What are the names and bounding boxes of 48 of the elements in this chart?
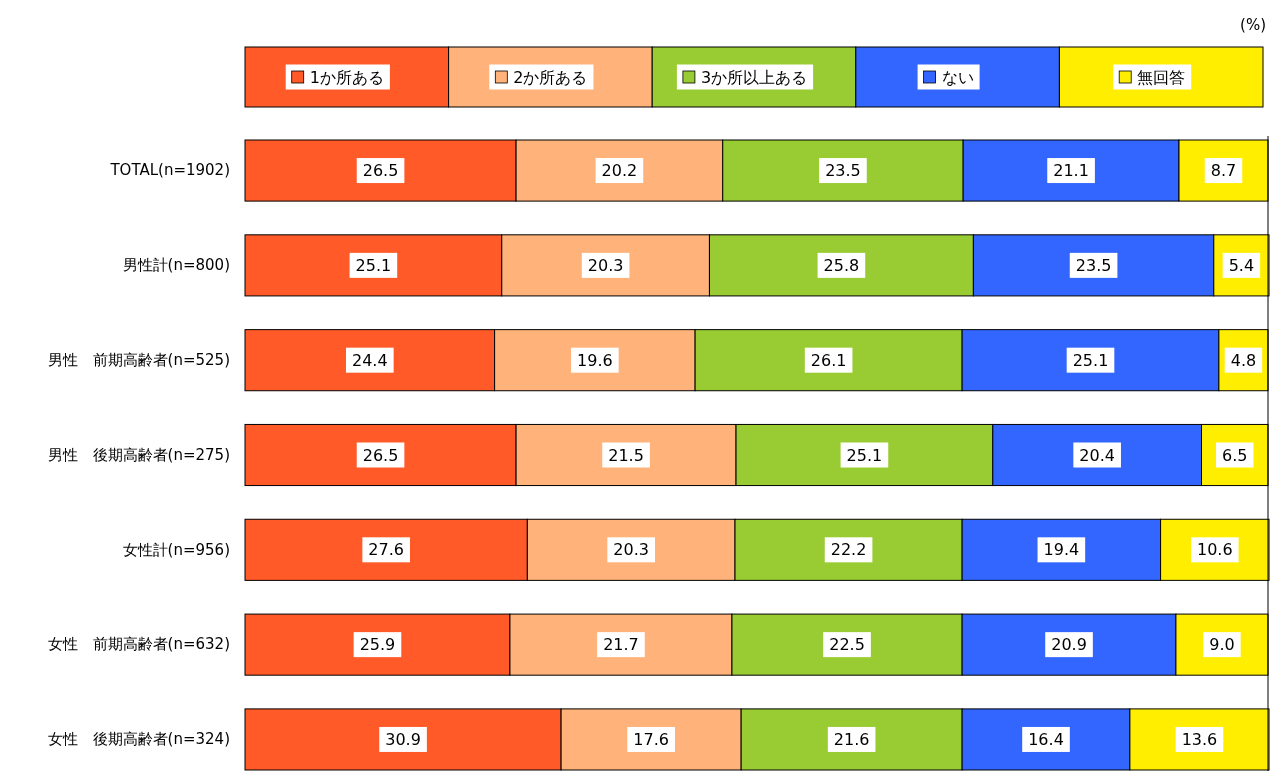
y-tick-label: 女性 後期高齢者(n=324)	[47, 730, 230, 749]
legend-label: ない	[941, 67, 974, 87]
data-label: 26.5	[362, 161, 399, 181]
data-label: 17.6	[633, 729, 669, 749]
data-label: 21.1	[1053, 161, 1089, 181]
y-tick-label: 男性 前期高齢者(n=525)	[47, 350, 230, 369]
data-label: 22.2	[830, 540, 867, 560]
data-label: 30.9	[385, 729, 421, 749]
data-label: 23.5	[1075, 255, 1112, 275]
data-label: 25.9	[359, 635, 396, 655]
data-label: 19.6	[577, 350, 613, 370]
text: (%)	[1240, 16, 1266, 34]
data-label: 21.7	[603, 635, 639, 655]
y-tick-label: 男性 後期高齢者(n=275)	[47, 445, 230, 464]
legend-label: 3か所以上ある	[700, 67, 808, 87]
y-tick-label: 女性 前期高齢者(n=632)	[47, 635, 230, 654]
data-label: 26.1	[810, 350, 847, 370]
legend-label: 無回答	[1137, 67, 1186, 87]
data-label: 20.3	[613, 540, 649, 560]
data-label: 20.2	[601, 161, 638, 181]
legend-label: 2か所ある	[513, 67, 588, 87]
y-tick-label: 男性計(n=800)	[122, 256, 230, 275]
data-label: 25.1	[846, 445, 883, 465]
data-label: 10.6	[1196, 540, 1233, 560]
data-label: 4.8	[1230, 350, 1257, 370]
y-tick-label: 女性計(n=956)	[122, 540, 230, 559]
data-label: 20.4	[1079, 445, 1115, 465]
data-label: 24.4	[351, 350, 388, 370]
data-label: 26.5	[362, 445, 399, 465]
data-label: 27.6	[368, 540, 404, 560]
data-label: 16.4	[1028, 729, 1064, 749]
data-label: 6.5	[1222, 445, 1248, 465]
data-label: 20.9	[1051, 635, 1087, 655]
data-label: 20.3	[587, 255, 624, 275]
data-label: 19.4	[1043, 540, 1080, 560]
data-label: 8.7	[1210, 161, 1237, 181]
data-label: 21.5	[608, 445, 644, 465]
data-label: 25.8	[823, 255, 860, 275]
data-label: 25.1	[355, 255, 392, 275]
data-label: 25.1	[1072, 350, 1109, 370]
data-label: 13.6	[1181, 729, 1218, 749]
data-label: 9.0	[1209, 635, 1235, 655]
data-label: 5.4	[1228, 255, 1255, 275]
data-label: 22.5	[829, 635, 865, 655]
data-label: 23.5	[825, 161, 861, 181]
y-tick-label: TOTAL(n=1902)	[109, 161, 230, 180]
data-label: 21.6	[833, 729, 870, 749]
legend-label: 1か所ある	[309, 67, 384, 87]
